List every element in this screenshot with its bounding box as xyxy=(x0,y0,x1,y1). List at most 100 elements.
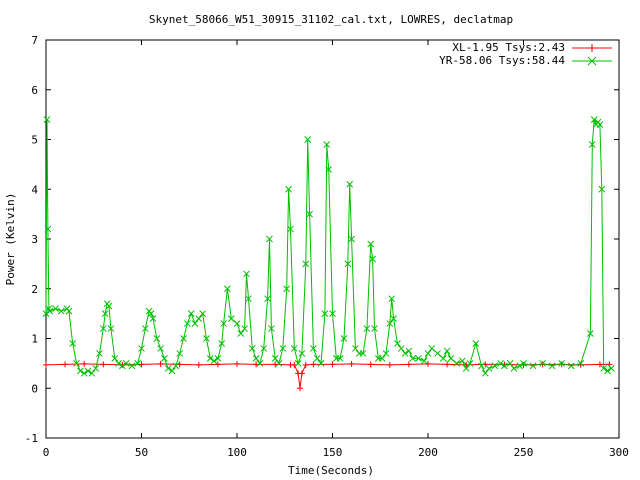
data-point xyxy=(279,345,287,352)
data-point xyxy=(481,369,489,377)
data-point xyxy=(367,361,374,368)
data-point xyxy=(401,350,409,357)
data-point xyxy=(183,320,191,327)
data-point xyxy=(256,360,264,367)
data-point xyxy=(153,335,161,342)
data-point xyxy=(506,360,514,367)
data-point xyxy=(147,310,155,317)
legend-label-xl: XL-1.95 Tsys:2.43 xyxy=(452,41,565,54)
data-point xyxy=(325,165,333,173)
legend-marker-yr xyxy=(587,56,597,66)
data-point xyxy=(252,355,260,362)
x-tick-label: 150 xyxy=(323,446,343,459)
data-point xyxy=(105,302,113,310)
data-point xyxy=(248,345,256,352)
data-point xyxy=(220,320,227,327)
data-point xyxy=(394,340,401,347)
data-point xyxy=(283,285,291,293)
data-point xyxy=(81,360,88,367)
data-point xyxy=(313,355,321,362)
plot-border xyxy=(45,39,620,439)
data-point xyxy=(415,355,422,362)
data-point xyxy=(62,361,69,368)
data-point xyxy=(539,360,546,367)
data-point xyxy=(378,355,386,362)
x-tick-label: 300 xyxy=(609,446,629,459)
data-point xyxy=(233,320,241,327)
data-point xyxy=(224,285,231,293)
data-point xyxy=(363,325,371,332)
data-point xyxy=(206,355,214,362)
data-point xyxy=(218,340,226,347)
y-tick-label: 5 xyxy=(31,134,38,147)
y-tick-label: 2 xyxy=(31,283,38,296)
legend-entry-yr: YR-58.06 Tsys:58.44 xyxy=(439,54,612,67)
data-point xyxy=(348,235,355,243)
data-point xyxy=(245,295,252,303)
data-point xyxy=(478,362,485,370)
data-point xyxy=(84,367,92,375)
data-point xyxy=(397,345,405,352)
y-axis-label: Power (Kelvin) xyxy=(4,193,17,286)
data-point xyxy=(586,330,594,337)
data-point xyxy=(443,347,451,355)
data-point xyxy=(409,355,417,362)
data-point xyxy=(99,325,107,332)
data-point xyxy=(310,361,317,368)
data-point xyxy=(439,355,447,362)
x-tick-label: 200 xyxy=(418,446,438,459)
data-point xyxy=(149,315,157,322)
data-point xyxy=(122,360,130,367)
data-point xyxy=(180,335,187,342)
data-point xyxy=(424,350,432,357)
data-point xyxy=(604,367,611,375)
data-point xyxy=(302,361,309,368)
data-point xyxy=(298,350,306,357)
data-point xyxy=(529,362,537,370)
data-point xyxy=(390,315,397,322)
data-point xyxy=(297,385,304,392)
data-point xyxy=(253,361,260,368)
data-point xyxy=(191,320,199,327)
data-point xyxy=(164,364,172,372)
data-point xyxy=(386,320,394,327)
y-tick-label: 0 xyxy=(31,382,38,395)
data-point xyxy=(115,360,122,367)
data-point xyxy=(388,295,396,303)
data-point xyxy=(172,362,180,370)
data-point xyxy=(600,364,608,372)
data-point xyxy=(44,225,52,233)
data-point xyxy=(100,361,107,368)
data-point xyxy=(548,362,556,370)
data-point xyxy=(195,361,202,368)
data-point xyxy=(210,357,218,365)
x-tick-label: 50 xyxy=(135,446,148,459)
data-point xyxy=(43,116,51,123)
series-line xyxy=(45,119,612,375)
data-point xyxy=(425,360,431,367)
data-point xyxy=(260,345,268,352)
y-tick-label: 6 xyxy=(31,84,38,97)
data-point xyxy=(203,335,210,342)
data-point xyxy=(369,255,376,263)
data-point xyxy=(472,340,480,347)
data-point xyxy=(199,310,206,317)
data-point xyxy=(128,362,136,370)
data-point xyxy=(501,362,508,370)
data-point xyxy=(577,360,585,367)
data-point xyxy=(462,364,470,372)
data-point xyxy=(444,361,451,368)
data-point xyxy=(405,347,413,355)
data-point xyxy=(567,362,575,370)
y-tick-label: 3 xyxy=(31,233,38,246)
data-point xyxy=(294,360,302,367)
data-point xyxy=(336,355,344,362)
data-point xyxy=(382,350,390,357)
data-point xyxy=(119,362,126,370)
data-point xyxy=(491,362,499,370)
data-point xyxy=(275,360,283,367)
legend: XL-1.95 Tsys:2.43 YR-58.06 Tsys:58.44 xyxy=(439,41,612,67)
data-point xyxy=(516,362,524,370)
x-axis-label: Time(Seconds) xyxy=(288,464,374,477)
